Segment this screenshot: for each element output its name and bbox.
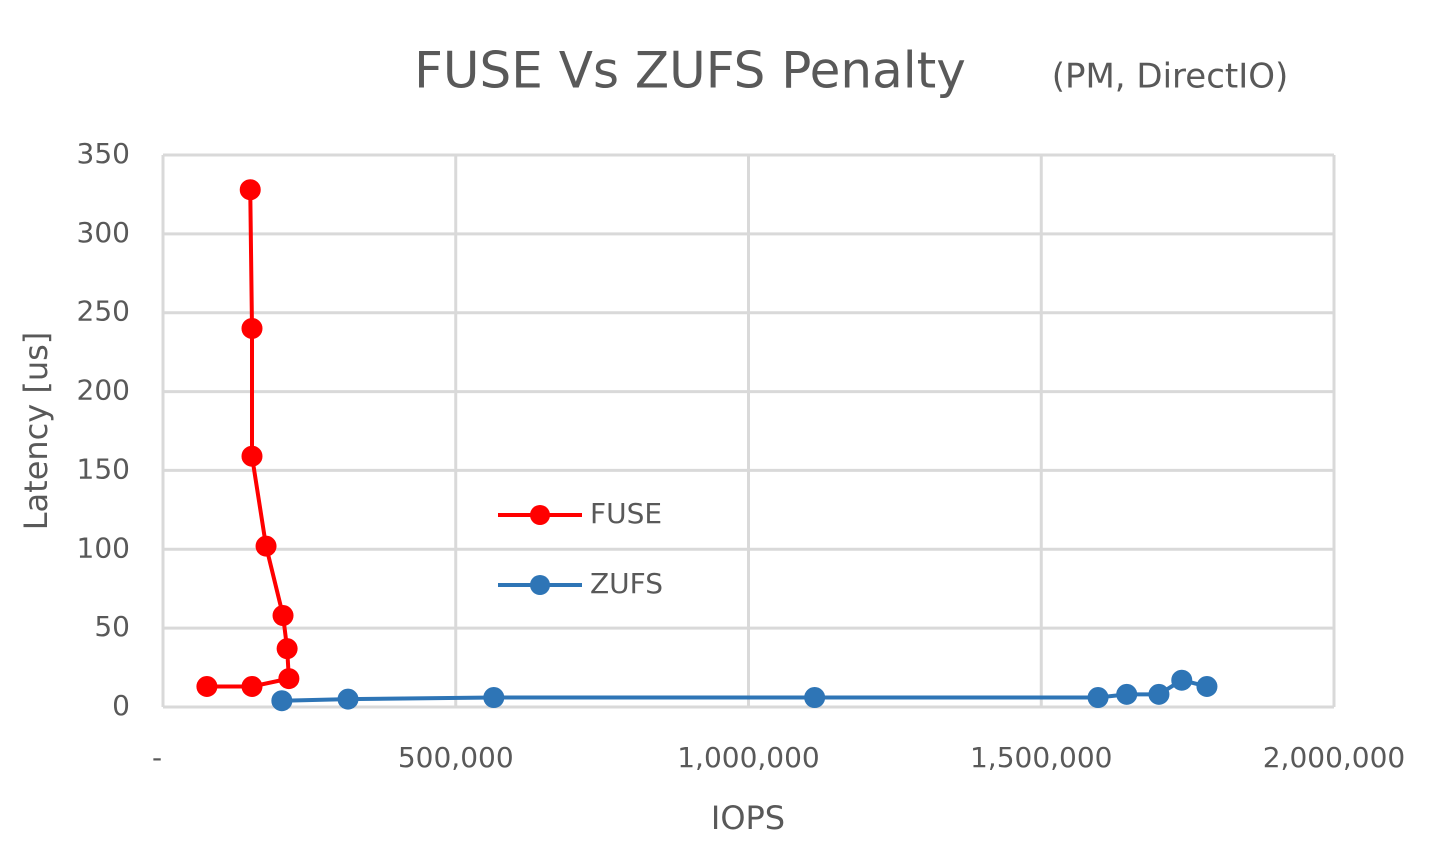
data-point: [278, 668, 300, 690]
y-tick-label: 350: [77, 137, 130, 170]
chart-subtitle: (PM, DirectIO): [1052, 57, 1289, 97]
y-tick-label: 0: [112, 689, 130, 722]
data-point: [241, 317, 263, 339]
data-point: [1087, 687, 1109, 709]
data-point: [1171, 669, 1193, 691]
data-point: [1148, 683, 1170, 705]
data-point: [239, 179, 261, 201]
x-axis-label: IOPS: [711, 799, 785, 837]
x-tick-label: 500,000: [398, 741, 514, 774]
y-tick-label: 250: [77, 295, 130, 328]
data-point: [337, 688, 359, 710]
data-point: [483, 687, 505, 709]
data-point: [241, 445, 263, 467]
data-point: [255, 535, 277, 557]
data-point: [272, 605, 294, 627]
series-line: [281, 678, 1208, 703]
y-tick-label: 200: [77, 374, 130, 407]
x-tick-label: -: [152, 741, 162, 774]
data-point: [804, 687, 826, 709]
x-tick-label: 1,000,000: [677, 741, 820, 774]
x-tick-label: 2,000,000: [1263, 741, 1406, 774]
data-point: [1196, 675, 1218, 697]
legend-label: FUSE: [590, 497, 662, 530]
y-tick-label: 300: [77, 216, 130, 249]
data-point: [196, 675, 218, 697]
x-tick-label: 1,500,000: [970, 741, 1113, 774]
data-point: [241, 675, 263, 697]
chart-title: FUSE Vs ZUFS Penalty: [414, 42, 966, 100]
data-point: [276, 638, 298, 660]
legend-marker: [530, 505, 550, 525]
y-axis-label: Latency [us]: [17, 332, 55, 531]
data-point: [271, 690, 293, 712]
legend-label: ZUFS: [590, 567, 663, 600]
y-tick-label: 50: [94, 610, 130, 643]
legend-marker: [530, 575, 550, 595]
y-tick-label: 150: [77, 452, 130, 485]
y-tick-label: 100: [77, 531, 130, 564]
data-point: [1116, 683, 1138, 705]
